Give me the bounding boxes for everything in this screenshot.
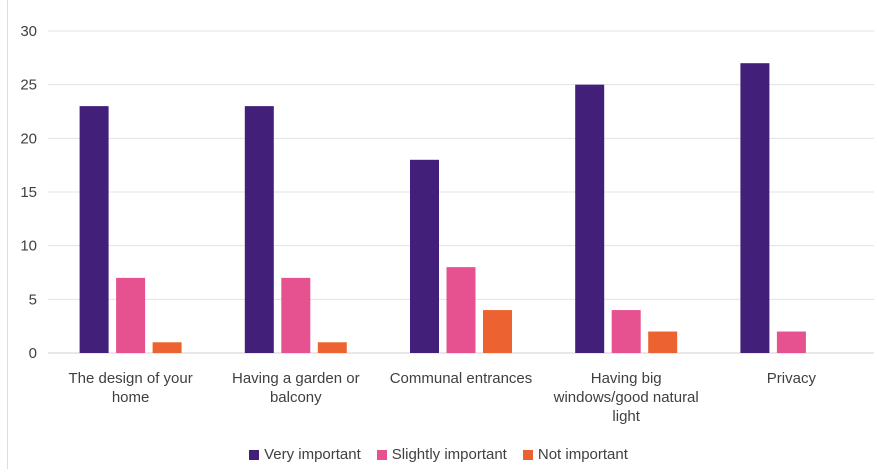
- y-tick-label: 25: [20, 77, 37, 94]
- legend-label: Slightly important: [391, 446, 507, 463]
- x-tick-label: light: [612, 408, 640, 425]
- y-tick-label: 10: [20, 238, 37, 255]
- bar-not-important: [648, 331, 678, 353]
- bar-slightly-important: [446, 267, 476, 353]
- legend-item: Very important: [249, 446, 361, 463]
- bar-not-important: [152, 342, 182, 353]
- bar-slightly-important: [776, 331, 806, 353]
- y-tick-label: 15: [20, 184, 37, 201]
- legend-item: Not important: [522, 446, 628, 463]
- x-tick-label: Communal entrances: [390, 370, 533, 387]
- y-tick-label: 20: [20, 130, 37, 147]
- y-tick-label: 30: [20, 23, 37, 40]
- legend: Very important Slightly important Not impo…: [0, 446, 877, 463]
- x-tick-label: The design of your: [68, 370, 192, 387]
- bar-very-important: [740, 63, 770, 353]
- bar-slightly-important: [611, 310, 641, 353]
- bar-not-important: [317, 342, 347, 353]
- bar-not-important: [483, 310, 512, 353]
- legend-item: Slightly important: [376, 446, 507, 463]
- x-tick-label: Privacy: [767, 370, 817, 387]
- x-tick-label: windows/good natural: [553, 389, 699, 406]
- y-tick-label: 5: [29, 291, 37, 308]
- bar-very-important: [79, 106, 109, 353]
- x-tick-label: balcony: [270, 389, 322, 406]
- legend-label: Very important: [264, 446, 361, 463]
- bar-very-important: [244, 106, 274, 353]
- bar-slightly-important: [281, 277, 311, 353]
- x-tick-label: Having big: [591, 370, 662, 387]
- legend-swatch: [249, 449, 260, 460]
- legend-label: Not important: [537, 446, 628, 463]
- x-tick-label: Having a garden or: [232, 370, 360, 387]
- bar-very-important: [575, 84, 605, 354]
- y-tick-label: 0: [29, 345, 37, 362]
- legend-swatch: [522, 449, 533, 460]
- legend-swatch: [376, 449, 387, 460]
- bar-slightly-important: [116, 277, 146, 353]
- x-tick-label: home: [112, 389, 150, 406]
- left-border: [7, 0, 8, 469]
- bar-very-important: [410, 159, 439, 353]
